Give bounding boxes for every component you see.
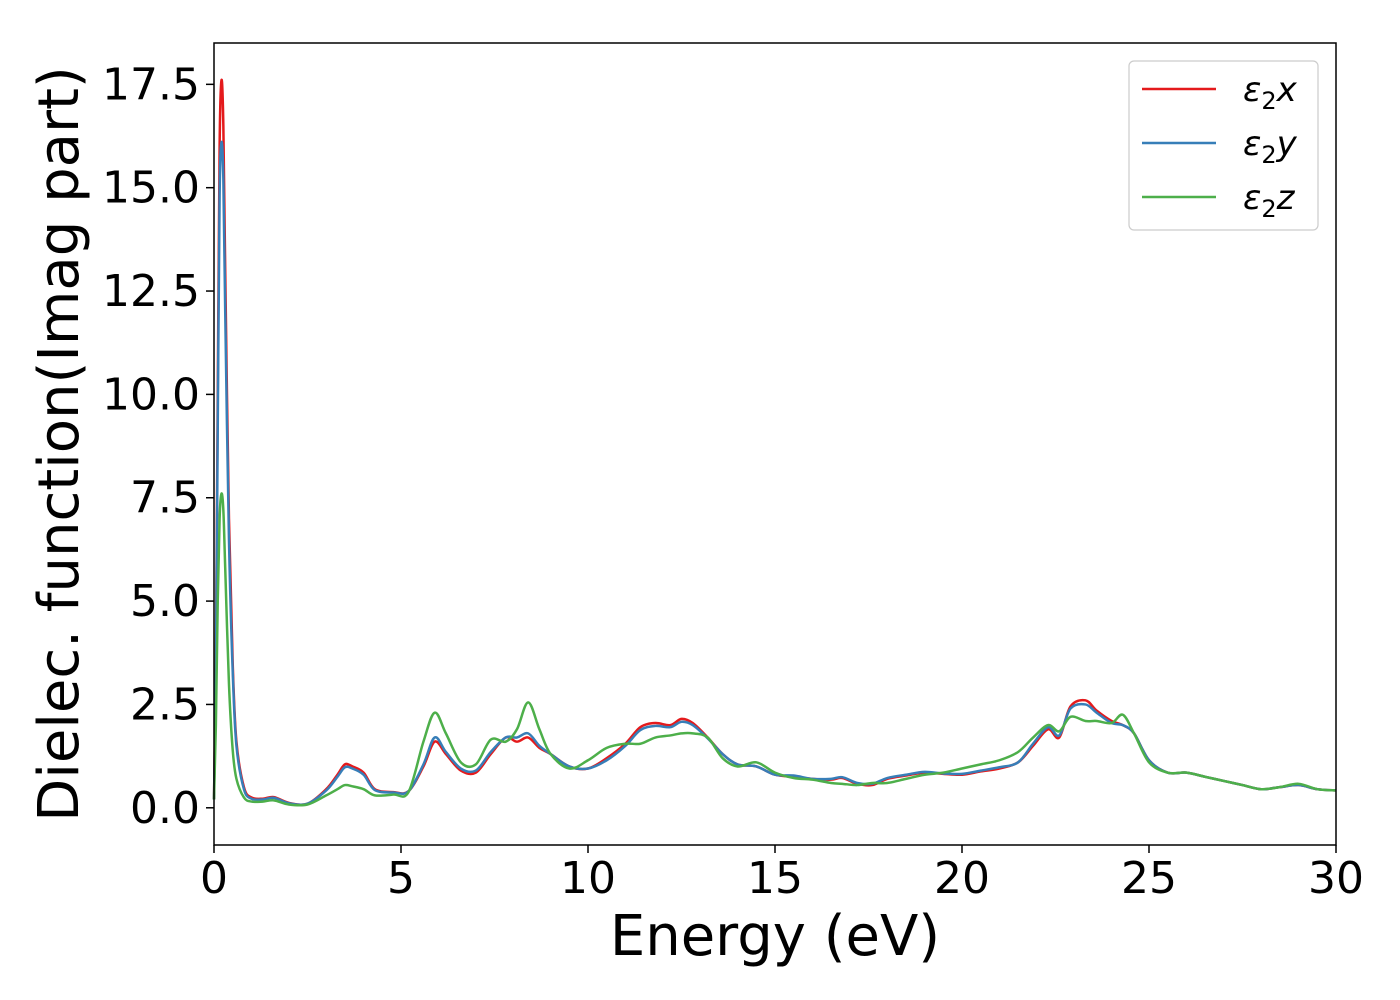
x-tick-label: 10: [560, 853, 616, 904]
x-tick-label: 20: [934, 853, 990, 904]
y-tick-label: 15.0: [102, 163, 200, 214]
legend-label-x: ε2x: [1243, 70, 1298, 115]
x-axis-title: Energy (eV): [610, 904, 940, 969]
legend: ε2x ε2y ε2z: [1128, 60, 1319, 231]
x-axis-ticks: 0 5 10 15 20 25 30: [200, 845, 1364, 904]
x-tick-label: 30: [1308, 853, 1364, 904]
y-tick-label: 17.5: [102, 59, 200, 110]
legend-label-z: ε2z: [1243, 178, 1296, 223]
x-tick-label: 15: [747, 853, 803, 904]
legend-label-y: ε2y: [1243, 124, 1298, 169]
y-tick-label: 2.5: [130, 679, 200, 730]
y-axis-ticks: 0.0 2.5 5.0 7.5 10.0 12.5 15.0 17.5: [102, 59, 214, 834]
series-line-y: [212, 140, 1337, 806]
x-tick-label: 25: [1121, 853, 1177, 904]
y-tick-label: 0.0: [130, 783, 200, 834]
series-layer: [212, 78, 1337, 807]
legend-box: [1128, 60, 1319, 231]
x-tick-label: 0: [200, 853, 228, 904]
series-line-z: [212, 492, 1337, 807]
x-tick-label: 5: [387, 853, 415, 904]
y-axis-title: Dielec. function(Imag part): [27, 66, 92, 822]
y-tick-label: 10.0: [102, 369, 200, 420]
y-tick-label: 12.5: [102, 266, 200, 317]
y-tick-label: 5.0: [130, 576, 200, 627]
y-tick-label: 7.5: [130, 473, 200, 524]
